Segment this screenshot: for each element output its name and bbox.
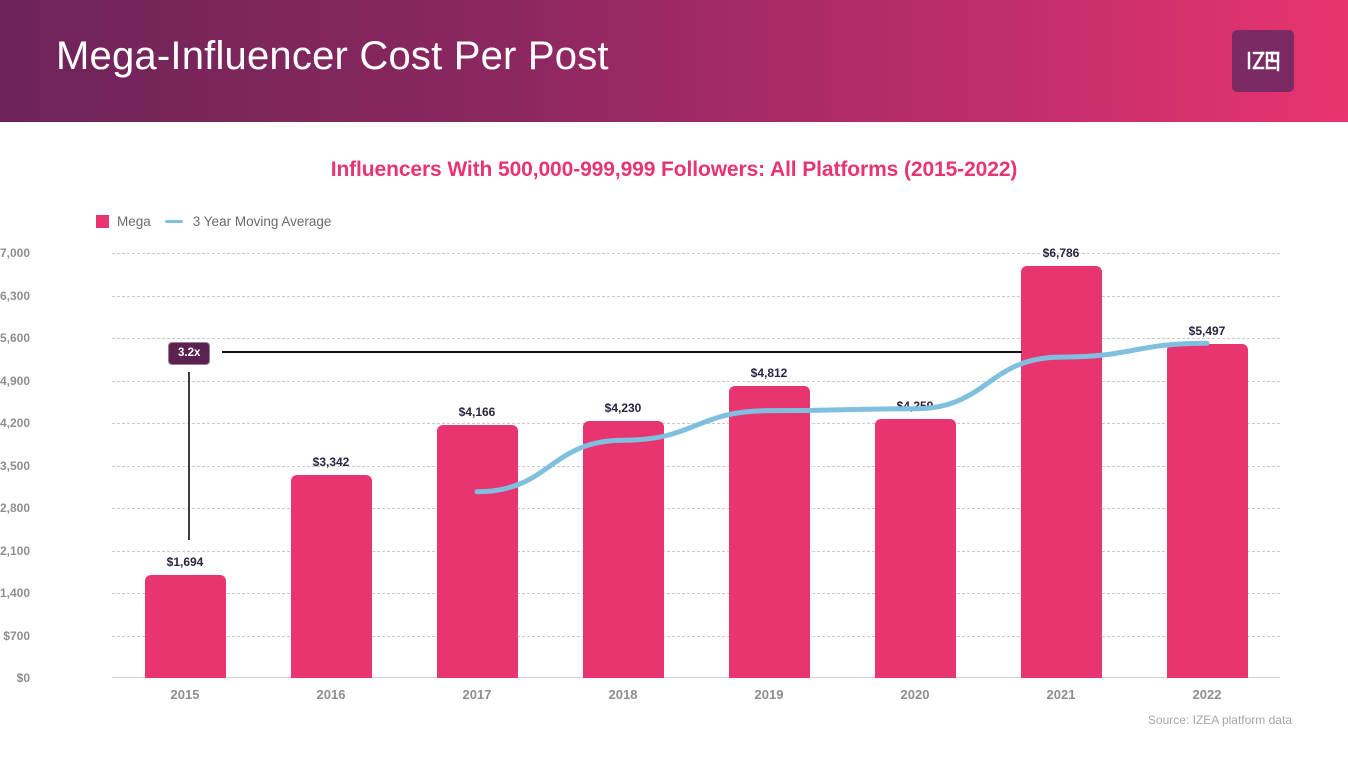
x-axis-tick-label-2020: 2020 xyxy=(900,687,930,702)
moving-average-path xyxy=(474,340,1210,495)
gridline xyxy=(112,380,1280,382)
moving-average-line xyxy=(474,340,1210,495)
bar-value-label-2016: $3,342 xyxy=(312,455,350,470)
bar-2018[interactable] xyxy=(582,421,664,678)
page-header: Mega-Influencer Cost Per Post xyxy=(0,0,1348,122)
source-note: Source: IZEA platform data xyxy=(1147,713,1292,727)
y-axis-tick-label: $5,600 xyxy=(0,331,30,345)
legend-label-moving-average: 3 Year Moving Average xyxy=(192,214,332,229)
izea-logo-icon xyxy=(1242,44,1284,78)
y-axis-tick-label: $7,000 xyxy=(0,246,30,260)
gridline xyxy=(112,338,1280,339)
bar-value-label-2018: $4,230 xyxy=(604,401,642,416)
y-axis-tick-label: $6,300 xyxy=(0,288,30,303)
legend-label-mega: Mega xyxy=(117,214,151,229)
annotation-vertical-rule xyxy=(188,372,190,540)
y-axis-tick-label: $700 xyxy=(3,628,30,643)
page-title: Mega-Influencer Cost Per Post xyxy=(56,34,609,78)
y-axis-tick-label: $0 xyxy=(16,671,30,685)
x-axis-tick-label-2016: 2016 xyxy=(316,687,346,702)
bar-2022[interactable] xyxy=(1166,344,1248,678)
gridline xyxy=(112,550,1280,552)
y-axis-tick-label: $2,100 xyxy=(0,543,30,558)
bar-2020[interactable] xyxy=(874,419,956,678)
gridline xyxy=(112,635,1280,637)
x-axis-tick-label-2021: 2021 xyxy=(1046,687,1076,702)
bar-2015[interactable] xyxy=(144,575,226,678)
bar-2017[interactable] xyxy=(436,425,518,678)
legend-item-mega[interactable]: Mega xyxy=(96,214,151,229)
bar-value-label-2022: $5,497 xyxy=(1188,324,1226,339)
chart-legend: Mega 3 Year Moving Average xyxy=(96,214,331,229)
bar-value-label-2021: $6,786 xyxy=(1042,245,1080,260)
x-axis-tick-label-2022: 2022 xyxy=(1192,687,1222,702)
bar-2021[interactable] xyxy=(1020,266,1102,678)
bar-value-label-2017: $4,166 xyxy=(458,405,496,420)
y-axis-tick-label: $4,200 xyxy=(0,416,30,430)
y-axis-tick-label: $4,900 xyxy=(0,373,30,388)
legend-swatch-icon xyxy=(96,215,109,228)
annotation-horizontal-rule xyxy=(222,351,1022,353)
bar-value-label-2019: $4,812 xyxy=(750,365,788,380)
y-axis-tick-label: $2,800 xyxy=(0,501,30,515)
annotation-badge-growth: 3.2x xyxy=(168,342,211,365)
chart-title: Influencers With 500,000-999,999 Followe… xyxy=(330,158,1018,181)
chart-plot-area: $7,000 $6,300 $5,600 $4,900 $4,200 $3,500 $2,8… xyxy=(0,246,1280,702)
y-axis-tick-label: $3,500 xyxy=(0,458,30,473)
x-axis-tick-label-2017: 2017 xyxy=(462,687,492,702)
gridline xyxy=(112,593,1280,594)
gridline xyxy=(112,465,1280,467)
x-axis-baseline xyxy=(112,677,1280,678)
legend-line-icon xyxy=(164,220,183,223)
izea-logo xyxy=(1232,30,1294,92)
x-axis-tick-label-2015: 2015 xyxy=(170,687,200,702)
bar-2019[interactable] xyxy=(728,385,810,678)
y-axis-tick-label: $1,400 xyxy=(0,586,30,600)
gridline xyxy=(112,253,1280,254)
bar-2016[interactable] xyxy=(290,475,372,678)
legend-item-moving-average[interactable]: 3 Year Moving Average xyxy=(164,214,332,229)
bar-value-label-2015: $1,694 xyxy=(166,555,204,570)
gridline xyxy=(112,295,1280,297)
x-axis-tick-label-2019: 2019 xyxy=(754,687,784,702)
gridline xyxy=(112,508,1280,509)
x-axis-tick-label-2018: 2018 xyxy=(608,687,638,702)
